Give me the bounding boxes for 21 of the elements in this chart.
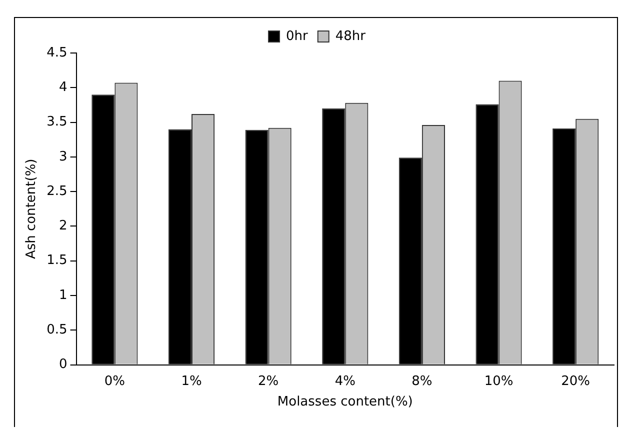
x-tick-label: 0% <box>104 374 125 389</box>
x-tick-label: 8% <box>412 374 432 389</box>
y-axis-title: Ash content(%) <box>24 158 40 260</box>
x-axis-title: Molasses content(%) <box>277 394 413 410</box>
x-tick-label: 2% <box>258 374 279 389</box>
y-tick-label: 2.5 <box>46 184 68 199</box>
x-tick-label: 10% <box>484 374 514 389</box>
legend-label: 0hr <box>286 28 309 44</box>
y-tick-label: 0 <box>58 357 68 372</box>
y-tick-label: 3 <box>58 149 68 164</box>
y-tick-label: 0.5 <box>46 322 68 338</box>
y-tick-label: 1.5 <box>46 253 68 268</box>
y-tick-label: 3.5 <box>46 114 68 130</box>
legend-label: 48hr <box>335 28 366 44</box>
x-tick-label: 20% <box>561 374 590 389</box>
y-tick-label: 1 <box>58 288 68 303</box>
y-tick-label: 4 <box>58 80 68 96</box>
x-tick-label: 1% <box>181 374 202 389</box>
y-tick-label: 2 <box>58 218 68 234</box>
y-tick-label: 4.5 <box>46 45 68 60</box>
x-tick-label: 4% <box>334 374 356 389</box>
